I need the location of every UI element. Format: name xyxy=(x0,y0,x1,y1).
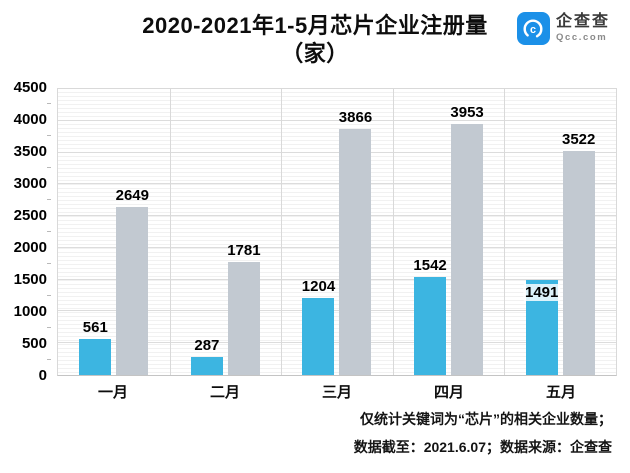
value-label: 1781 xyxy=(227,241,261,259)
y-minor-tick xyxy=(47,231,51,232)
x-tick-label: 四月 xyxy=(433,384,464,401)
qcc-logo: c 企查查 Qcc.com xyxy=(516,12,610,45)
y-minor-tick xyxy=(47,359,51,360)
value-label: 561 xyxy=(82,319,108,337)
bar-slot: 1491 xyxy=(522,89,561,375)
gridline-horizontal xyxy=(58,310,616,312)
bar-slot: 1781 xyxy=(227,89,261,375)
y-minor-tick xyxy=(47,295,51,296)
gridline-horizontal xyxy=(58,246,616,248)
x-tick-label: 五月 xyxy=(545,384,576,401)
bar-slot: 3953 xyxy=(450,89,484,375)
chart-title-line1: 2020-2021年1-5月芯片企业注册量 xyxy=(142,13,488,38)
value-label: 1542 xyxy=(413,257,447,274)
gridline-horizontal xyxy=(58,119,616,121)
y-tick-label: 1500 xyxy=(13,271,47,289)
x-axis: 一月 二月 三月 四月 五月 xyxy=(57,381,617,402)
footnote-scope: 仅统计关键词为“芯片”的相关企业数量； xyxy=(360,411,612,427)
bar-2020 xyxy=(190,356,223,375)
bar-slot: 3522 xyxy=(561,89,596,375)
bar-slot: 2649 xyxy=(115,89,149,375)
footnote-source: 数据截至：2021.6.07；数据来源：企查查 xyxy=(353,439,612,455)
bar-2020 xyxy=(79,339,112,375)
bar-slot: 3866 xyxy=(338,89,373,375)
value-label: 2649 xyxy=(115,186,149,204)
y-tick-label: 2000 xyxy=(13,239,47,257)
qcc-logo-name: 企查查 xyxy=(555,13,610,31)
y-tick-label: 4500 xyxy=(13,79,47,96)
gridline-vertical xyxy=(169,89,171,375)
bar-2021 xyxy=(339,129,372,375)
qcc-logo-icon: c xyxy=(516,12,550,45)
x-tick-label: 一月 xyxy=(97,384,128,401)
value-label: 3522 xyxy=(561,131,596,149)
gridline-vertical xyxy=(392,89,394,375)
y-minor-tick xyxy=(47,327,51,328)
bar-group: 1542 3953 xyxy=(393,89,505,375)
y-tick-label: 1000 xyxy=(13,303,47,321)
plot-area: 561 2649 287 1781 1204 3866 1542 3953 1491 3522 xyxy=(57,88,617,376)
x-tick-label: 二月 xyxy=(209,384,240,401)
y-tick-label: 500 xyxy=(21,335,47,353)
bar-2021 xyxy=(451,123,484,375)
y-tick-label: 0 xyxy=(38,367,47,384)
x-tick-label: 三月 xyxy=(321,384,352,401)
gridline-horizontal xyxy=(58,278,616,280)
bar-group: 1491 3522 xyxy=(504,89,616,375)
y-minor-tick xyxy=(47,199,51,200)
bar-slot: 1542 xyxy=(413,89,447,375)
bar-2021 xyxy=(562,151,595,375)
value-label: 1491 xyxy=(522,284,561,302)
gridline-vertical xyxy=(504,89,506,375)
value-label: 287 xyxy=(194,336,220,354)
y-minor-tick xyxy=(47,135,51,136)
bar-group: 287 1781 xyxy=(170,89,282,375)
y-tick-label: 4000 xyxy=(13,111,47,129)
value-label: 3866 xyxy=(338,109,373,127)
y-minor-tick xyxy=(47,167,51,168)
bar-slot: 561 xyxy=(79,89,112,375)
chart-title: 2020-2021年1-5月芯片企业注册量 （家） xyxy=(0,12,630,68)
qcc-logo-text: 企查查 Qcc.com xyxy=(556,14,610,43)
svg-text:c: c xyxy=(530,23,536,35)
bar-2020 xyxy=(302,298,335,375)
gridline-vertical xyxy=(281,89,283,375)
footnotes: 仅统计关键词为“芯片”的相关企业数量； 数据截至：2021.6.07；数据来源：… xyxy=(354,405,612,461)
bar-2020 xyxy=(414,277,447,375)
bar-group: 1204 3866 xyxy=(281,89,393,375)
qcc-logo-domain: Qcc.com xyxy=(555,32,608,44)
value-label: 3953 xyxy=(450,103,484,121)
y-minor-tick xyxy=(47,103,51,104)
bar-group: 561 2649 xyxy=(58,89,170,375)
gridline-horizontal xyxy=(58,151,616,153)
y-axis: 0 500 1000 1500 2000 2500 3000 3500 4000 4500 xyxy=(0,79,51,384)
chart-title-line2: （家） xyxy=(281,41,349,66)
bar-2021 xyxy=(116,206,149,375)
gridline-horizontal xyxy=(58,342,616,344)
y-tick-label: 2500 xyxy=(13,207,47,224)
bar-slot: 287 xyxy=(190,89,223,375)
y-tick-label: 3000 xyxy=(13,175,47,193)
bar-2021 xyxy=(227,261,260,375)
gridline-horizontal xyxy=(58,215,616,217)
bar-slot: 1204 xyxy=(301,89,336,375)
gridline-horizontal xyxy=(58,183,616,185)
y-minor-tick xyxy=(47,263,51,264)
value-label: 1204 xyxy=(301,278,336,296)
qcc-swirl-icon: c xyxy=(523,18,544,39)
y-tick-label: 3500 xyxy=(13,143,47,160)
